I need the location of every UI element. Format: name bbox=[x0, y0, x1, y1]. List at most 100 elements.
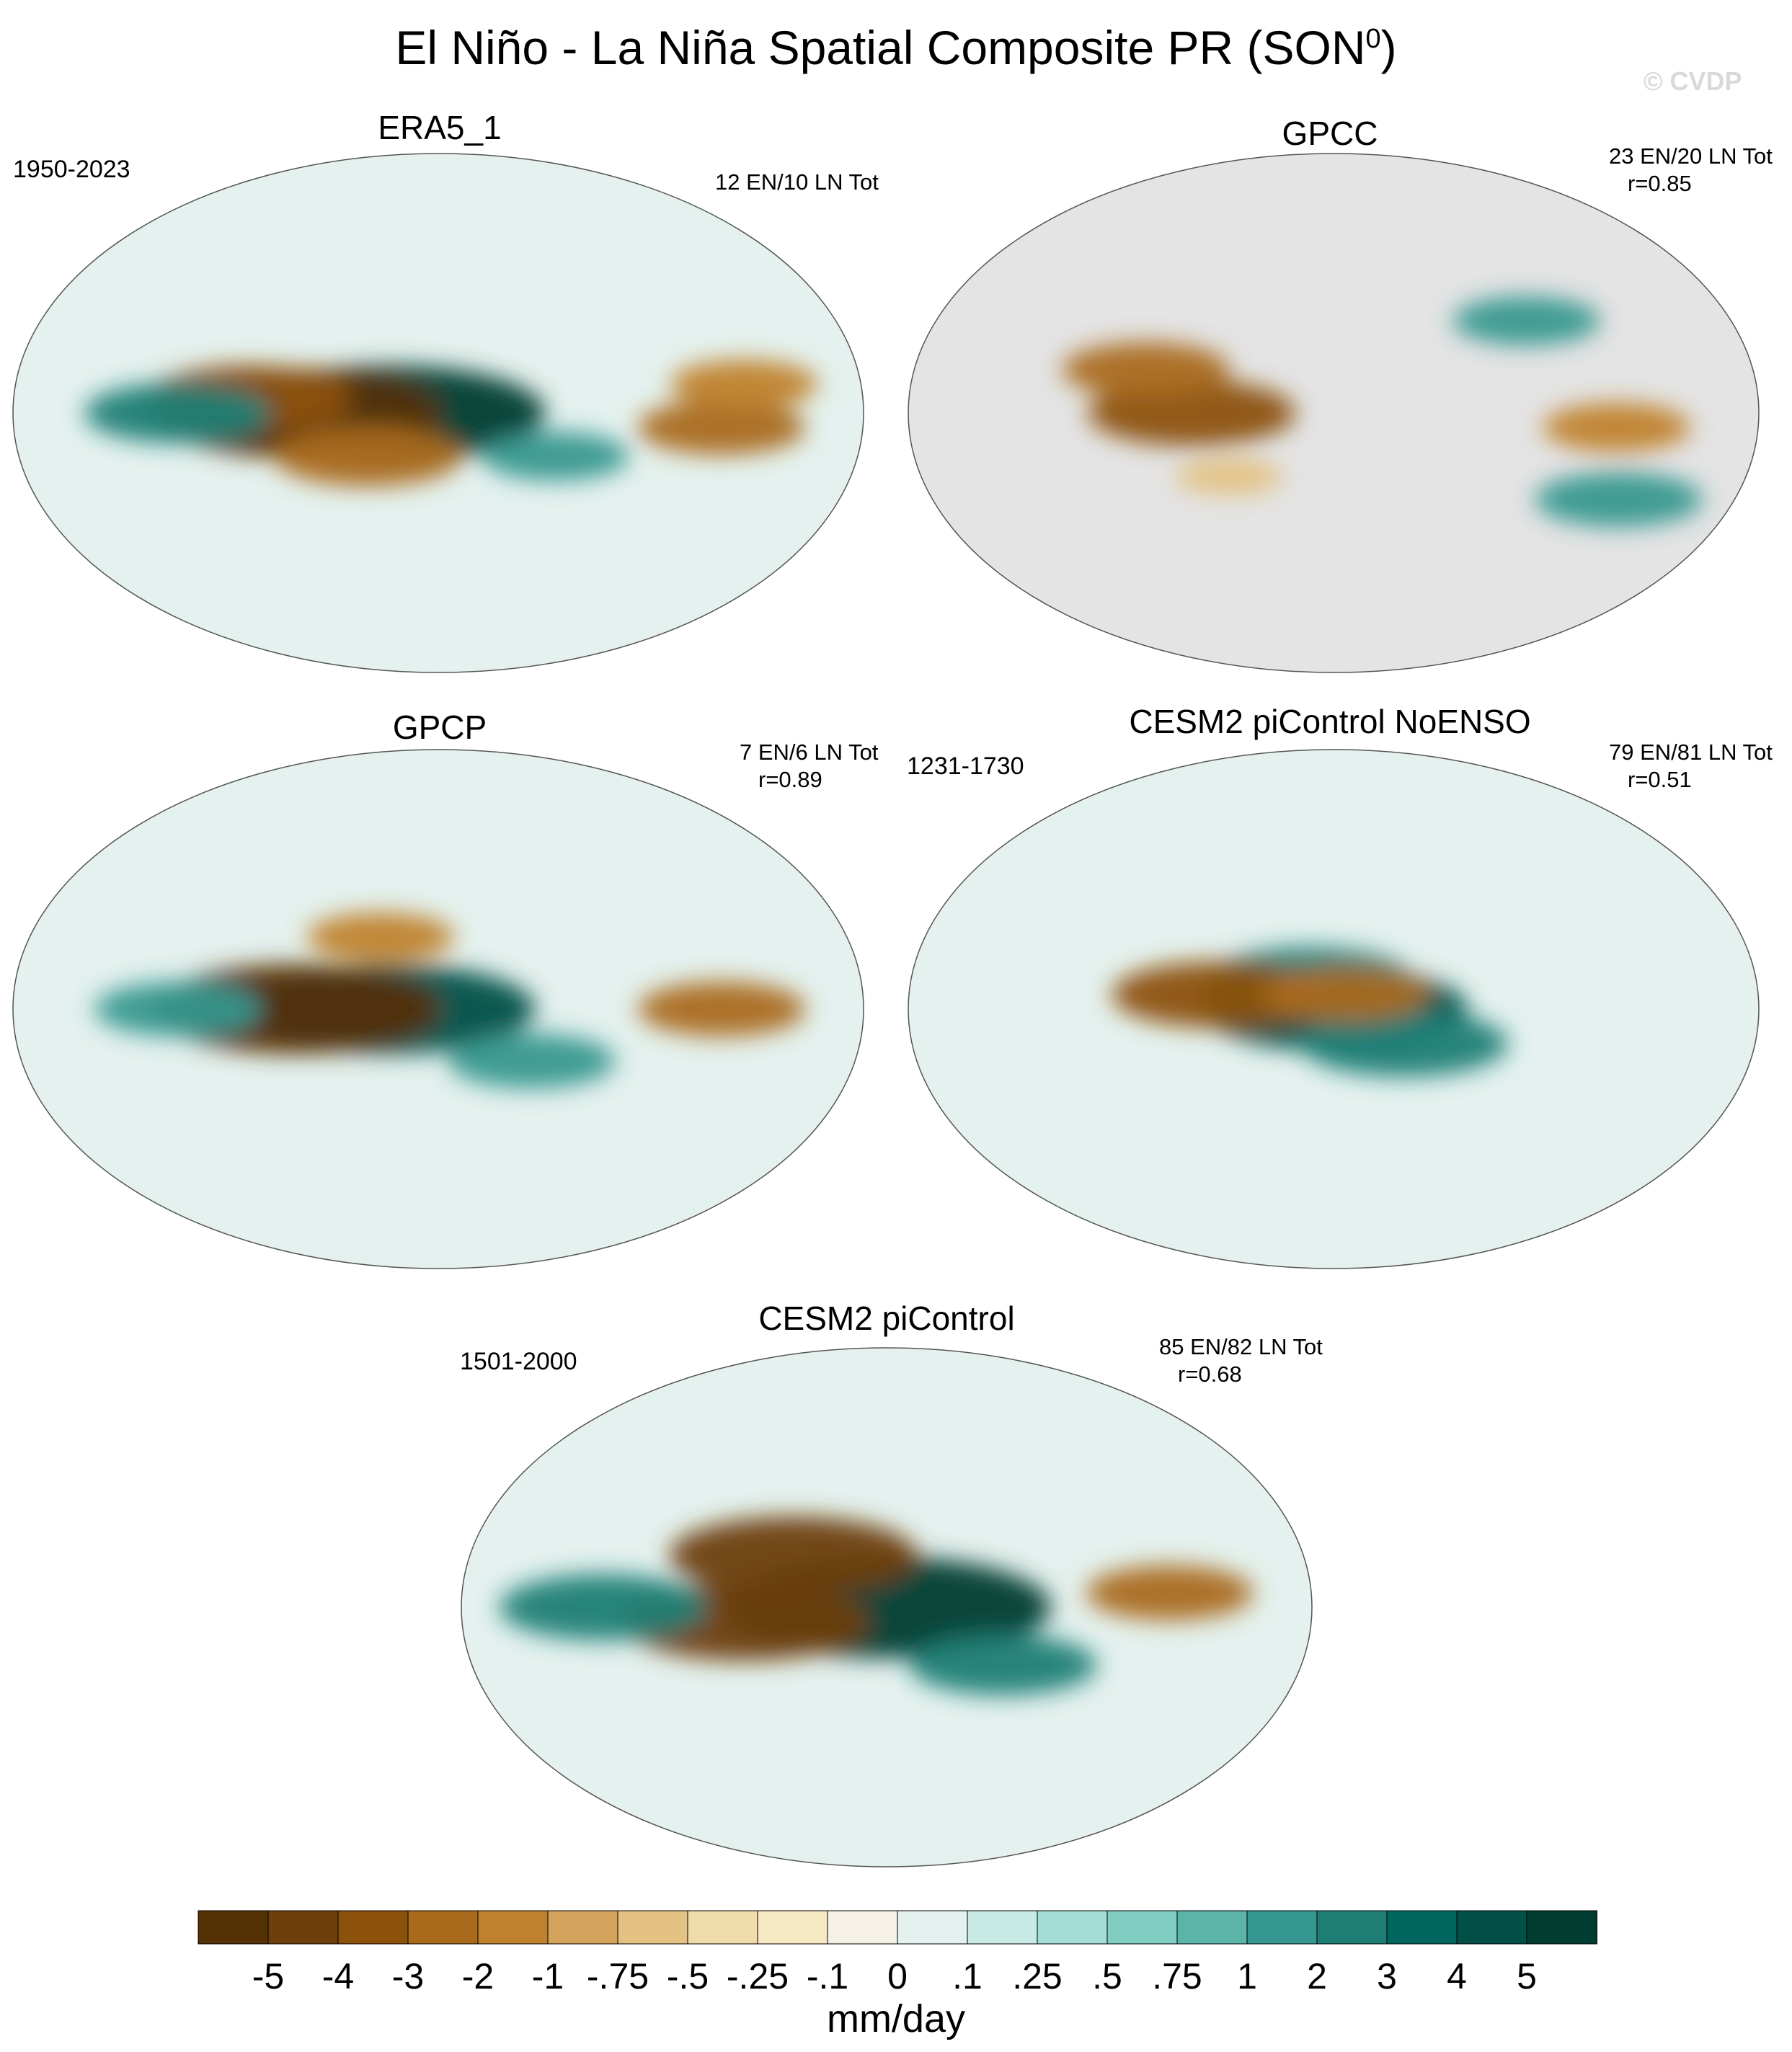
colorbar-units: mm/day bbox=[826, 1997, 966, 2040]
anomaly-blob bbox=[909, 1635, 1097, 1695]
panel-title: GPCC bbox=[1282, 115, 1378, 152]
anomaly-field bbox=[499, 1516, 1254, 1695]
anomaly-blob bbox=[669, 1516, 918, 1594]
colorbar-swatch bbox=[1316, 1910, 1388, 1945]
colorbar-tick-label: -4 bbox=[322, 1956, 354, 1997]
panel-events: 23 EN/20 LN Tot bbox=[1609, 143, 1773, 169]
map-outline bbox=[12, 749, 864, 1269]
colorbar-swatch bbox=[1246, 1910, 1318, 1945]
anomaly-field bbox=[84, 360, 818, 487]
colorbar-tick-label: 1 bbox=[1237, 1956, 1257, 1997]
colorbar-swatch bbox=[407, 1910, 479, 1945]
colorbar-swatch bbox=[337, 1910, 409, 1945]
map-panel-4 bbox=[908, 749, 1760, 1269]
colorbar-swatch bbox=[897, 1910, 968, 1945]
anomaly-blob bbox=[1063, 342, 1230, 397]
colorbar-tick-label: 0 bbox=[887, 1956, 908, 1997]
anomaly-blob bbox=[94, 982, 262, 1036]
panel-correlation: r=0.89 bbox=[758, 767, 822, 792]
map-outline bbox=[12, 153, 864, 673]
panel-stats: 12 EN/10 LN Tot bbox=[715, 169, 879, 196]
colorbar-tick-label: 2 bbox=[1307, 1956, 1327, 1997]
map-background bbox=[908, 154, 1759, 672]
panel-title: CESM2 piControl bbox=[758, 1300, 1015, 1337]
anomaly-blob bbox=[482, 432, 629, 481]
figure-title-text: El Niño - La Niña Spatial Composite PR (… bbox=[395, 21, 1366, 74]
colorbar-tick-label: .25 bbox=[1012, 1956, 1063, 1997]
panel-period: 1501-2000 bbox=[460, 1348, 577, 1375]
panel-period: 1231-1730 bbox=[907, 752, 1024, 780]
colorbar-tick-label: 5 bbox=[1517, 1956, 1537, 1997]
map-outline bbox=[908, 749, 1760, 1269]
panel-correlation: r=0.51 bbox=[1628, 767, 1692, 792]
anomaly-blob bbox=[84, 383, 272, 443]
figure-title: El Niño - La Niña Spatial Composite PR (… bbox=[0, 20, 1792, 75]
colorbar-tick-label: 4 bbox=[1447, 1956, 1467, 1997]
panel-events: 79 EN/81 LN Tot bbox=[1609, 739, 1773, 765]
panel-stats: 79 EN/81 LN Tot r=0.51 bbox=[1609, 739, 1773, 794]
colorbar-swatch bbox=[1456, 1910, 1527, 1945]
colorbar-tick-label: .1 bbox=[952, 1956, 983, 1997]
anomaly-blob bbox=[1452, 296, 1600, 345]
figure-title-sup: 0 bbox=[1365, 24, 1381, 54]
anomaly-field bbox=[1063, 296, 1703, 527]
colorbar-swatch bbox=[1526, 1910, 1597, 1945]
colorbar: -5 -4 -3 -2 -1 -.75 -.5 -.25 -.1 0 .1 .25 .5 .75 1 2 3 4 5 bbox=[198, 1910, 1597, 1997]
anomaly-blob bbox=[306, 912, 454, 961]
colorbar-swatch bbox=[757, 1910, 828, 1945]
map-panel-1 bbox=[12, 153, 864, 673]
anomaly-blob bbox=[448, 1034, 616, 1088]
colorbar-tick-label: .75 bbox=[1152, 1956, 1202, 1997]
colorbar-swatch bbox=[1037, 1910, 1108, 1945]
colorbar-tick-label: -3 bbox=[392, 1956, 424, 1997]
anomaly-blob bbox=[1086, 1565, 1254, 1620]
anomaly-blob bbox=[499, 1574, 707, 1640]
colorbar-swatch bbox=[198, 1910, 269, 1945]
colorbar-swatch bbox=[967, 1910, 1038, 1945]
anomaly-blob bbox=[1261, 967, 1429, 1022]
colorbar-swatch bbox=[1176, 1910, 1248, 1945]
map-panel-2 bbox=[908, 153, 1760, 673]
colorbar-swatch bbox=[687, 1910, 758, 1945]
anomaly-field bbox=[94, 912, 806, 1088]
panel-stats: 7 EN/6 LN Tot r=0.89 bbox=[740, 739, 878, 794]
colorbar-tick-label: -.25 bbox=[727, 1956, 789, 1997]
colorbar-tick-label: -5 bbox=[252, 1956, 284, 1997]
colorbar-swatch bbox=[1386, 1910, 1458, 1945]
anomaly-blob bbox=[637, 400, 805, 455]
colorbar-tick-label: .5 bbox=[1092, 1956, 1122, 1997]
map-outline bbox=[461, 1347, 1313, 1867]
panel-title: GPCP bbox=[392, 709, 487, 746]
figure-title-end: ) bbox=[1380, 21, 1397, 74]
colorbar-tick-label: -1 bbox=[532, 1956, 564, 1997]
colorbar-tick-label: 3 bbox=[1377, 1956, 1397, 1997]
anomaly-blob bbox=[638, 982, 806, 1036]
panel-events: 12 EN/10 LN Tot bbox=[715, 169, 879, 195]
colorbar-tick-label: -.1 bbox=[807, 1956, 848, 1997]
map-panel-3 bbox=[12, 749, 864, 1269]
anomaly-field bbox=[1112, 947, 1508, 1077]
anomaly-blob bbox=[1300, 1011, 1508, 1077]
panel-stats: 85 EN/82 LN Tot r=0.68 bbox=[1159, 1333, 1323, 1388]
anomaly-blob bbox=[1535, 472, 1703, 527]
panel-events: 85 EN/82 LN Tot bbox=[1159, 1334, 1323, 1359]
colorbar-swatch bbox=[547, 1910, 618, 1945]
anomaly-blob bbox=[1543, 403, 1690, 452]
panel-title: ERA5_1 bbox=[378, 109, 502, 146]
panel-stats: 23 EN/20 LN Tot r=0.85 bbox=[1609, 143, 1773, 197]
panel-title: CESM2 piControl NoENSO bbox=[1129, 703, 1531, 740]
colorbar-swatch bbox=[617, 1910, 688, 1945]
anomaly-blob bbox=[274, 426, 462, 487]
watermark: © CVDP bbox=[1644, 66, 1742, 96]
map-panel-5 bbox=[461, 1347, 1313, 1867]
anomaly-blob bbox=[1112, 961, 1320, 1028]
colorbar-tick-label: -.5 bbox=[667, 1956, 709, 1997]
colorbar-tick-label: -.75 bbox=[587, 1956, 649, 1997]
panel-correlation: r=0.85 bbox=[1628, 171, 1692, 196]
panel-correlation: r=0.68 bbox=[1178, 1362, 1242, 1387]
colorbar-swatch bbox=[267, 1910, 339, 1945]
colorbar-swatch bbox=[1106, 1910, 1178, 1945]
anomaly-blob bbox=[1176, 458, 1283, 495]
colorbar-tick-label: -2 bbox=[462, 1956, 494, 1997]
